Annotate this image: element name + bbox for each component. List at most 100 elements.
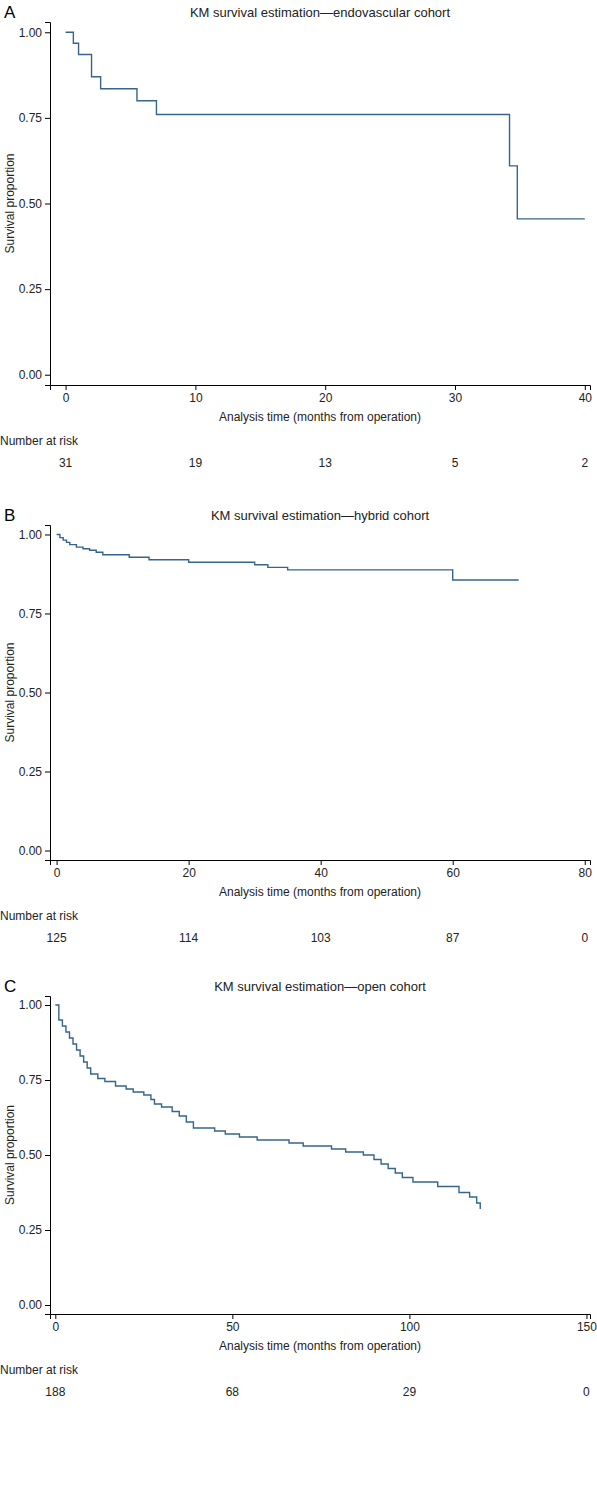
panel: CKM survival estimation—open cohort0.000… — [0, 977, 597, 1399]
risk-table-label: Number at risk — [0, 909, 79, 923]
x-tick-mark — [409, 1314, 410, 1319]
y-tick-label: 0.00 — [19, 1298, 43, 1312]
y-tick-label: 0.50 — [19, 1148, 43, 1162]
survival-curve — [57, 534, 519, 580]
risk-value: 125 — [47, 931, 67, 945]
y-axis-line — [45, 526, 51, 861]
y-tick: 0.25 — [19, 765, 50, 779]
risk-value: 103 — [311, 931, 331, 945]
y-tick: 0.75 — [19, 111, 50, 125]
x-tick-mark — [321, 860, 322, 865]
x-tick: 60 — [447, 860, 461, 880]
x-tick-label: 60 — [447, 866, 461, 880]
y-tick-mark — [45, 289, 50, 290]
x-tick-label: 20 — [182, 866, 196, 880]
x-tick-label: 30 — [449, 391, 463, 405]
title: KM survival estimation—hybrid cohort — [211, 508, 430, 523]
panel-label: A — [4, 3, 16, 22]
x-tick-mark — [232, 1314, 233, 1319]
x-tick: 40 — [314, 860, 328, 880]
risk-table-label: Number at risk — [0, 434, 79, 448]
y-axis: 0.000.250.500.751.00 — [19, 997, 51, 1315]
x-tick-label: 100 — [400, 1320, 420, 1334]
x-tick-label: 40 — [579, 391, 593, 405]
x-axis-line — [51, 861, 591, 866]
x-tick: 10 — [189, 385, 203, 405]
x-tick: 80 — [579, 860, 593, 880]
risk-value: 5 — [452, 456, 459, 470]
y-tick-label: 0.75 — [19, 1073, 43, 1087]
x-tick: 20 — [182, 860, 196, 880]
x-axis: 0 50 100 150 — [51, 1314, 597, 1334]
x-axis: 010203040 — [51, 385, 593, 405]
survival-curve — [55, 1005, 480, 1209]
y-axis: 0.00 0.25 0.50 0.75 1.00 — [19, 526, 51, 861]
x-axis-line — [51, 386, 591, 391]
panel-label: B — [4, 506, 15, 525]
y-tick-mark — [45, 1155, 50, 1156]
y-tick-label: 1.00 — [19, 998, 43, 1012]
y-tick: 0.50 — [19, 686, 50, 700]
panel: B KM survival estimation—hybrid cohort 0.0… — [0, 506, 592, 945]
risk-value: 2 — [581, 456, 588, 470]
y-tick-label: 1.00 — [19, 528, 43, 542]
x-axis-title: Analysis time (months from operation) — [219, 885, 421, 899]
x-tick-mark — [189, 860, 190, 865]
risk-table-label: Number at risk — [0, 1363, 79, 1377]
x-tick: 50 — [226, 1314, 240, 1334]
x-tick: 0 — [63, 385, 70, 405]
x-tick-label: 10 — [189, 391, 203, 405]
y-tick-label: 0.50 — [19, 197, 43, 211]
risk-value: 188 — [45, 1385, 65, 1399]
panel: AKM survival estimation—endovascular coh… — [0, 3, 592, 470]
x-tick-label: 0 — [63, 391, 70, 405]
x-tick-mark — [55, 1314, 56, 1319]
x-tick: 40 — [579, 385, 593, 405]
y-axis-line — [45, 997, 51, 1315]
y-tick-label: 0.00 — [19, 844, 43, 858]
x-tick: 0 — [54, 860, 61, 880]
y-tick-mark — [45, 1230, 50, 1231]
y-tick-mark — [45, 613, 50, 614]
survival-curve — [66, 32, 585, 219]
y-tick-label: 0.25 — [19, 282, 43, 296]
y-tick-mark — [45, 1080, 50, 1081]
x-tick-mark — [455, 385, 456, 390]
x-tick-mark — [195, 385, 196, 390]
y-tick: 0.25 — [19, 282, 50, 296]
x-tick-label: 0 — [52, 1320, 59, 1334]
y-tick: 1.00 — [19, 26, 50, 40]
y-axis: 0.00 0.25 0.50 0.75 1.00 — [19, 23, 51, 386]
y-tick-mark — [45, 772, 50, 773]
x-tick-mark — [585, 385, 586, 390]
y-tick-mark — [45, 375, 50, 376]
y-tick-mark — [45, 693, 50, 694]
x-tick: 0 — [52, 1314, 59, 1334]
y-tick: 0.75 — [19, 607, 50, 621]
x-tick: 30 — [449, 385, 463, 405]
panel-label: C — [4, 977, 16, 996]
risk-value: 0 — [581, 931, 588, 945]
plot-area — [57, 534, 519, 580]
risk-value: 19 — [189, 456, 203, 470]
y-axis-title: Survival proportion — [3, 153, 17, 253]
y-tick-label: 0.00 — [19, 368, 43, 382]
y-tick-mark — [45, 534, 50, 535]
y-tick: 0.00 — [19, 368, 50, 382]
y-tick-label: 0.75 — [19, 607, 43, 621]
risk-value: 114 — [179, 931, 198, 945]
x-tick-label: 50 — [226, 1320, 240, 1334]
plot-area — [66, 32, 585, 219]
y-tick-label: 0.50 — [19, 686, 43, 700]
y-tick: 1.00 — [19, 528, 50, 542]
x-tick: 150 — [577, 1314, 597, 1334]
x-tick-label: 150 — [577, 1320, 597, 1334]
y-tick-mark — [45, 32, 50, 33]
y-tick-mark — [45, 118, 50, 119]
x-axis-title: Analysis time (months from operation) — [219, 1339, 421, 1353]
x-tick: 100 — [400, 1314, 420, 1334]
x-tick-label: 80 — [579, 866, 593, 880]
y-tick: 0.50 — [19, 1148, 50, 1162]
x-axis-line — [51, 1315, 591, 1320]
x-axis-title: Analysis time (months from operation) — [219, 410, 421, 424]
